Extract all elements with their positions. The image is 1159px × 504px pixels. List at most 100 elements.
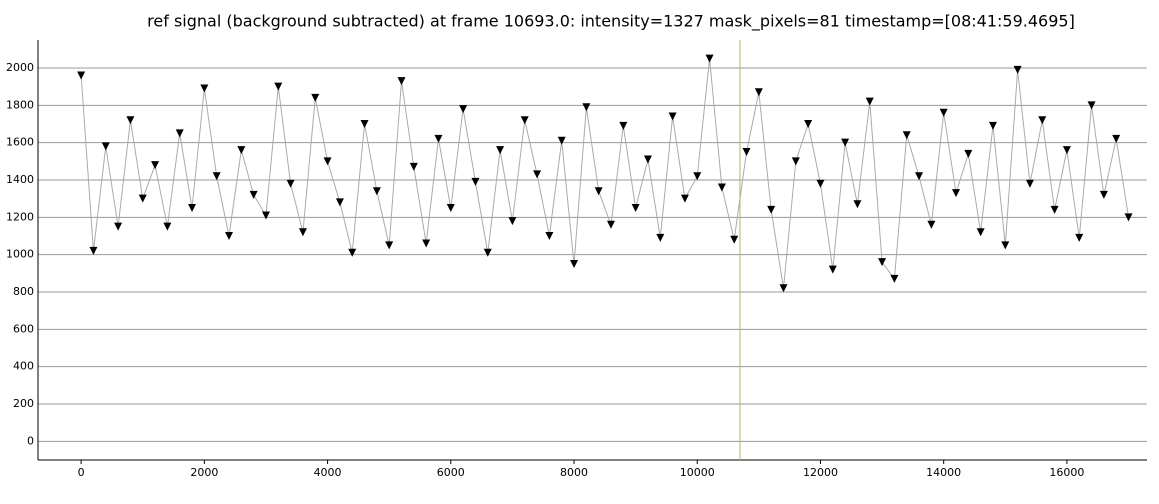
marker (890, 274, 899, 283)
marker (1013, 65, 1022, 74)
marker (656, 233, 665, 242)
x-tick-label: 6000 (437, 466, 465, 479)
marker (631, 204, 640, 212)
marker (1038, 116, 1047, 125)
marker (496, 146, 505, 155)
marker (841, 138, 850, 147)
marker (767, 205, 776, 214)
marker (274, 82, 283, 91)
marker (902, 131, 911, 140)
marker (188, 204, 197, 212)
marker (1062, 146, 1071, 155)
marker (286, 179, 295, 188)
marker (1050, 205, 1059, 214)
marker (1025, 179, 1034, 188)
marker (582, 103, 591, 112)
marker (791, 157, 800, 166)
marker (311, 93, 320, 102)
marker (988, 121, 997, 130)
marker (557, 136, 566, 145)
marker (175, 129, 184, 138)
y-tick-label: 200 (13, 397, 34, 410)
marker (151, 161, 160, 170)
marker (693, 172, 702, 181)
marker (335, 198, 344, 207)
x-tick-label: 10000 (680, 466, 715, 479)
marker (853, 200, 862, 209)
marker (619, 121, 628, 130)
marker (1087, 101, 1096, 110)
marker (459, 105, 468, 114)
marker (348, 248, 357, 257)
chart-title: ref signal (background subtracted) at fr… (147, 12, 1075, 32)
x-tick-label: 8000 (560, 466, 588, 479)
marker (828, 265, 837, 274)
marker (927, 220, 936, 229)
marker (1124, 213, 1133, 222)
marker (138, 194, 147, 203)
marker (237, 146, 246, 155)
marker (730, 235, 739, 244)
marker (126, 116, 135, 125)
y-tick-label: 2000 (6, 61, 34, 74)
marker (520, 116, 529, 125)
marker (212, 172, 221, 181)
marker (422, 239, 431, 248)
y-tick-label: 1400 (6, 173, 34, 186)
marker (1099, 190, 1108, 199)
marker (545, 232, 554, 240)
marker (939, 108, 948, 117)
marker (200, 84, 209, 93)
marker (409, 162, 418, 171)
marker (249, 190, 258, 199)
x-tick-label: 2000 (190, 466, 218, 479)
y-tick-label: 1000 (6, 248, 34, 261)
y-tick-label: 600 (13, 322, 34, 335)
marker (668, 112, 677, 121)
marker (964, 149, 973, 158)
marker (717, 183, 726, 192)
x-tick-label: 4000 (314, 466, 342, 479)
marker (323, 157, 332, 166)
marker (1001, 241, 1010, 250)
x-tick-label: 14000 (926, 466, 961, 479)
marker (77, 71, 86, 80)
marker (915, 172, 924, 181)
marker (372, 187, 381, 196)
marker (471, 177, 480, 186)
marker (952, 189, 961, 198)
marker (397, 77, 406, 86)
marker (483, 248, 492, 257)
marker (742, 148, 751, 156)
marker (594, 187, 603, 196)
marker (878, 258, 887, 267)
marker (89, 246, 98, 255)
marker (816, 179, 825, 188)
y-tick-label: 1200 (6, 210, 34, 223)
marker (261, 211, 270, 220)
marker (976, 228, 985, 237)
marker (385, 241, 394, 250)
y-tick-label: 800 (13, 285, 34, 298)
marker (298, 228, 307, 237)
x-tick-label: 16000 (1049, 466, 1084, 479)
marker (114, 222, 123, 231)
marker (1112, 134, 1121, 143)
y-tick-label: 0 (27, 434, 34, 447)
marker (101, 142, 110, 151)
x-tick-label: 0 (78, 466, 85, 479)
marker (754, 88, 763, 97)
y-tick-label: 1800 (6, 98, 34, 111)
marker (570, 260, 579, 268)
marker (360, 120, 369, 128)
x-tick-label: 12000 (803, 466, 838, 479)
marker (606, 220, 615, 229)
marker (224, 232, 233, 240)
marker (163, 222, 172, 231)
marker (705, 54, 714, 63)
marker (779, 284, 788, 293)
y-tick-label: 400 (13, 360, 34, 373)
marker (643, 155, 652, 164)
